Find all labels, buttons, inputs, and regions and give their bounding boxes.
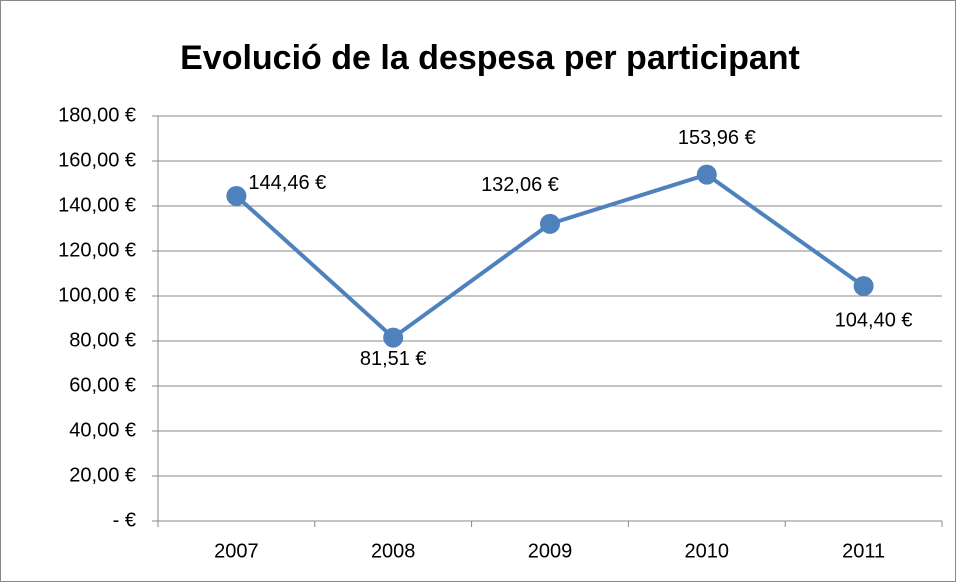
x-tick-label: 2009: [528, 540, 573, 562]
data-label: 104,40 €: [835, 309, 913, 331]
y-tick-label: 20,00 €: [69, 464, 136, 486]
data-label: 81,51 €: [360, 348, 427, 370]
marker: [853, 276, 874, 297]
y-tick-label: 60,00 €: [69, 374, 136, 396]
y-tick-label: 80,00 €: [69, 329, 136, 351]
y-tick-label: 180,00 €: [58, 104, 136, 126]
x-tick-label: 2010: [685, 540, 730, 562]
y-tick-label: 160,00 €: [58, 149, 136, 171]
marker: [226, 185, 247, 206]
y-tick-label: 40,00 €: [69, 419, 136, 441]
data-label: 153,96 €: [678, 127, 756, 149]
marker: [696, 164, 717, 185]
y-tick-label: 140,00 €: [58, 194, 136, 216]
y-tick-label: - €: [113, 509, 136, 531]
y-tick-label: 100,00 €: [58, 284, 136, 306]
x-tick-label: 2007: [214, 540, 259, 562]
data-label: 144,46 €: [248, 172, 326, 194]
y-tick-label: 120,00 €: [58, 239, 136, 261]
marker: [383, 327, 404, 348]
chart-title: Evolució de la despesa per participant: [180, 39, 800, 77]
x-tick-label: 2008: [371, 540, 416, 562]
data-label: 132,06 €: [481, 174, 559, 196]
x-tick-label: 2011: [842, 540, 885, 562]
marker: [540, 213, 560, 234]
